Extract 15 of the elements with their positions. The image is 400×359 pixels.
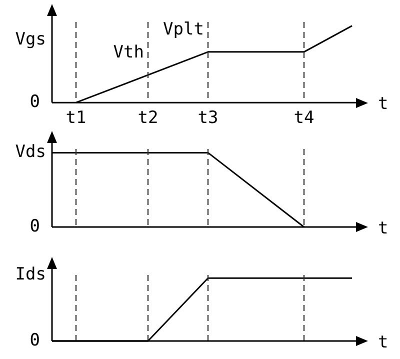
x-axis-title: t	[378, 332, 388, 352]
text: 0	[30, 330, 40, 350]
annotation: Vplt	[163, 19, 204, 40]
text: 0	[30, 216, 40, 236]
x-axis-title: t	[378, 218, 388, 238]
x-tick-label: t2	[138, 108, 158, 128]
y-axis-title: Ids	[15, 264, 46, 284]
text: 0	[30, 92, 40, 112]
annotation: Vth	[113, 42, 144, 62]
y-axis-title: Vds	[15, 142, 46, 162]
x-tick-label: t4	[294, 108, 314, 128]
y-axis-title: Vgs	[15, 29, 46, 50]
x-axis-title: t	[378, 94, 388, 114]
x-tick-label: t1	[66, 108, 86, 128]
x-tick-label: t3	[198, 108, 218, 128]
